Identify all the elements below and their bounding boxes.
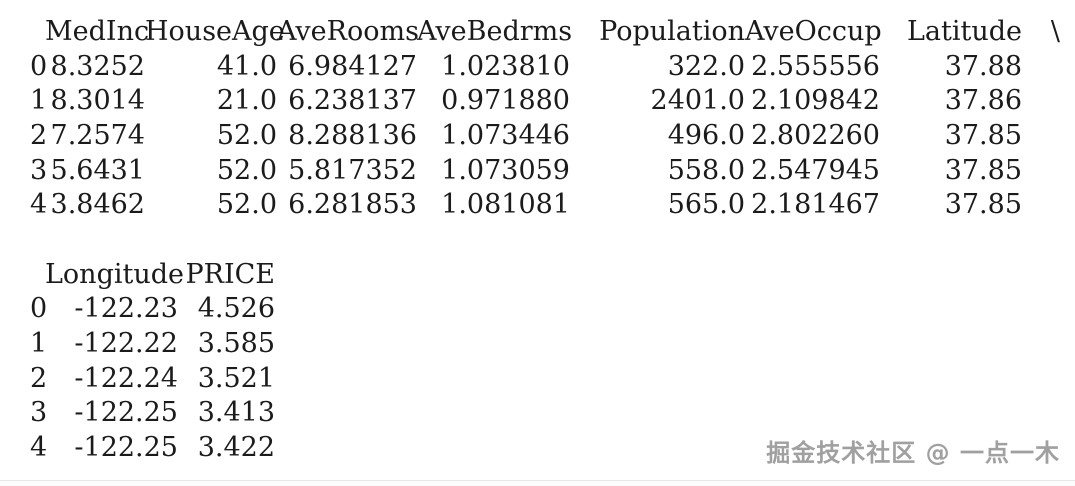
cell-latitude: 37.85 bbox=[944, 119, 1022, 151]
column-header-latitude: Latitude bbox=[906, 15, 1022, 47]
bottom-divider-line bbox=[0, 480, 1075, 481]
cell-longitude: -122.24 bbox=[74, 362, 178, 394]
row-index: 0 bbox=[30, 50, 48, 82]
cell-latitude: 37.86 bbox=[944, 85, 1022, 117]
below-divider-area bbox=[0, 481, 1075, 486]
table-row: 3 5.6431 52.0 5.817352 1.073059 558.0 2.… bbox=[0, 153, 1075, 188]
dataframe-console-output: MedInc HouseAge AveRooms AveBedrms Popul… bbox=[0, 14, 1075, 465]
dataframe-block-1: MedInc HouseAge AveRooms AveBedrms Popul… bbox=[0, 14, 1075, 222]
cell-medinc: 7.2574 bbox=[50, 119, 145, 151]
cell-latitude: 37.85 bbox=[944, 154, 1022, 186]
cell-averooms: 6.984127 bbox=[288, 50, 417, 82]
cell-population: 322.0 bbox=[667, 50, 745, 82]
blank-line bbox=[0, 222, 1075, 257]
row-index: 2 bbox=[30, 119, 48, 151]
watermark-text: 掘金技术社区 @ 一点一木 bbox=[766, 439, 1060, 467]
cell-houseage: 41.0 bbox=[216, 50, 277, 82]
cell-longitude: -122.25 bbox=[74, 432, 178, 464]
table-row: 0 8.3252 41.0 6.984127 1.023810 322.0 2.… bbox=[0, 49, 1075, 84]
cell-avebedrms: 1.073446 bbox=[441, 119, 570, 151]
cell-houseage: 52.0 bbox=[216, 119, 277, 151]
cell-houseage: 52.0 bbox=[216, 189, 277, 221]
table-row: 4 -122.25 3.422 bbox=[0, 430, 1075, 465]
column-header-longitude: Longitude bbox=[45, 258, 184, 290]
column-header-avebedrms: AveBedrms bbox=[417, 15, 573, 47]
column-header-medinc: MedInc bbox=[45, 15, 150, 47]
row-index: 4 bbox=[30, 432, 48, 464]
cell-price: 4.526 bbox=[197, 293, 275, 325]
cell-medinc: 5.6431 bbox=[50, 154, 145, 186]
table-row: 2 -122.24 3.521 bbox=[0, 361, 1075, 396]
cell-averooms: 6.238137 bbox=[288, 85, 417, 117]
dataframe-block-2: Longitude PRICE 0 -122.23 4.526 1 -122.2… bbox=[0, 257, 1075, 465]
cell-aveoccup: 2.547945 bbox=[751, 154, 880, 186]
column-header-price: PRICE bbox=[185, 258, 275, 290]
row-index: 3 bbox=[30, 397, 48, 429]
row-index: 2 bbox=[30, 362, 48, 394]
header-row-2: Longitude PRICE bbox=[0, 257, 1075, 292]
line-continuation-backslash: \ bbox=[1050, 15, 1060, 47]
cell-aveoccup: 2.181467 bbox=[751, 189, 880, 221]
cell-population: 558.0 bbox=[667, 154, 745, 186]
row-index: 0 bbox=[30, 293, 48, 325]
cell-population: 496.0 bbox=[667, 119, 745, 151]
column-header-averooms: AveRooms bbox=[277, 15, 419, 47]
cell-aveoccup: 2.555556 bbox=[751, 50, 880, 82]
column-header-population: Population bbox=[599, 15, 745, 47]
table-row: 2 7.2574 52.0 8.288136 1.073446 496.0 2.… bbox=[0, 118, 1075, 153]
cell-medinc: 8.3252 bbox=[50, 50, 145, 82]
row-index: 4 bbox=[30, 189, 48, 221]
table-row: 1 -122.22 3.585 bbox=[0, 326, 1075, 361]
cell-latitude: 37.88 bbox=[944, 50, 1022, 82]
cell-price: 3.521 bbox=[197, 362, 275, 394]
cell-aveoccup: 2.802260 bbox=[751, 119, 880, 151]
column-header-aveoccup: AveOccup bbox=[745, 15, 882, 47]
column-header-houseage: HouseAge bbox=[145, 15, 285, 47]
table-row: 3 -122.25 3.413 bbox=[0, 396, 1075, 431]
row-index: 1 bbox=[30, 328, 48, 360]
cell-medinc: 8.3014 bbox=[50, 85, 145, 117]
cell-price: 3.585 bbox=[197, 328, 275, 360]
cell-avebedrms: 1.073059 bbox=[441, 154, 570, 186]
table-row: 0 -122.23 4.526 bbox=[0, 292, 1075, 327]
cell-houseage: 21.0 bbox=[216, 85, 277, 117]
cell-population: 2401.0 bbox=[650, 85, 745, 117]
cell-population: 565.0 bbox=[667, 189, 745, 221]
cell-averooms: 6.281853 bbox=[288, 189, 417, 221]
row-index: 3 bbox=[30, 154, 48, 186]
cell-medinc: 3.8462 bbox=[50, 189, 145, 221]
cell-averooms: 8.288136 bbox=[288, 119, 417, 151]
cell-houseage: 52.0 bbox=[216, 154, 277, 186]
cell-price: 3.413 bbox=[197, 397, 275, 429]
cell-longitude: -122.25 bbox=[74, 397, 178, 429]
cell-latitude: 37.85 bbox=[944, 189, 1022, 221]
row-index: 1 bbox=[30, 85, 48, 117]
cell-avebedrms: 0.971880 bbox=[441, 85, 570, 117]
table-row: 1 8.3014 21.0 6.238137 0.971880 2401.0 2… bbox=[0, 83, 1075, 118]
cell-avebedrms: 1.023810 bbox=[441, 50, 570, 82]
cell-longitude: -122.22 bbox=[74, 328, 178, 360]
cell-longitude: -122.23 bbox=[74, 293, 178, 325]
header-row-1: MedInc HouseAge AveRooms AveBedrms Popul… bbox=[0, 14, 1075, 49]
cell-aveoccup: 2.109842 bbox=[751, 85, 880, 117]
cell-averooms: 5.817352 bbox=[288, 154, 417, 186]
table-row: 4 3.8462 52.0 6.281853 1.081081 565.0 2.… bbox=[0, 187, 1075, 222]
cell-avebedrms: 1.081081 bbox=[441, 189, 570, 221]
cell-price: 3.422 bbox=[197, 432, 275, 464]
